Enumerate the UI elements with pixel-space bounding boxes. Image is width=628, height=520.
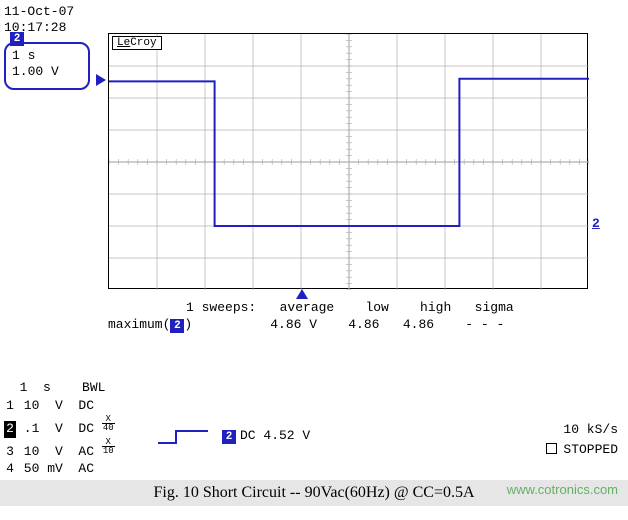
channel-row: 1 10 V DC [4, 398, 115, 415]
dc-measurement: 2 DC 4.52 V [222, 428, 310, 444]
channel-row: 4 50 mV AC [4, 461, 115, 478]
stop-icon [546, 443, 557, 454]
mini-waveform-icon [158, 428, 208, 446]
watermark: www.cotronics.com [507, 482, 618, 497]
lecroy-logo: LeCroy [112, 36, 162, 50]
ground-marker-icon [96, 74, 106, 86]
measurement-stats: 1 sweeps: average low high sigma maximum… [108, 300, 588, 334]
channel-2-badge: 2 [222, 430, 236, 444]
stats-row: maximum(2) 4.86 V 4.86 4.86 - - - [108, 317, 588, 334]
oscilloscope-display [108, 33, 588, 289]
trigger-marker-icon [296, 289, 308, 299]
channel-setting: 10 V AC [16, 444, 102, 459]
channel-row: 3 10 V AC X10 [4, 438, 115, 461]
date: 11-Oct-07 [4, 4, 74, 20]
probe-ratio: X10 [102, 438, 115, 455]
channel-2-marker: 2 [592, 216, 600, 231]
channel-setting: .1 V DC [16, 421, 102, 436]
probe-ratio: X40 [102, 415, 115, 432]
channel-number: 1 [4, 398, 16, 415]
stats-header: 1 sweeps: average low high sigma [108, 300, 588, 317]
channel-badge: 2 [10, 32, 24, 46]
channel-number: 2 [4, 421, 16, 438]
dc-value: DC 4.52 V [240, 428, 310, 443]
channel-row: 2 .1 V DC X40 [4, 415, 115, 438]
sample-rate: 10 kS/s [563, 422, 618, 437]
scope-svg [109, 34, 589, 290]
channel-setting: 50 mV AC [16, 461, 102, 476]
channel-setting: 10 V DC [16, 398, 102, 413]
volts-per-div: 1.00 V [12, 64, 82, 80]
channel-number: 3 [4, 444, 16, 461]
channel-2-badge: 2 [170, 319, 184, 333]
timebase-label: 1 s BWL [4, 380, 105, 395]
channel-settings: 1 10 V DC 2 .1 V DC X403 10 V AC X104 50… [4, 398, 115, 478]
channel-info-box: 2 1 s 1.00 V [4, 42, 90, 90]
channel-number: 4 [4, 461, 16, 478]
acquisition-status: STOPPED [546, 442, 618, 457]
timebase-value: 1 s [12, 48, 82, 64]
timestamp: 11-Oct-07 10:17:28 [4, 4, 74, 35]
